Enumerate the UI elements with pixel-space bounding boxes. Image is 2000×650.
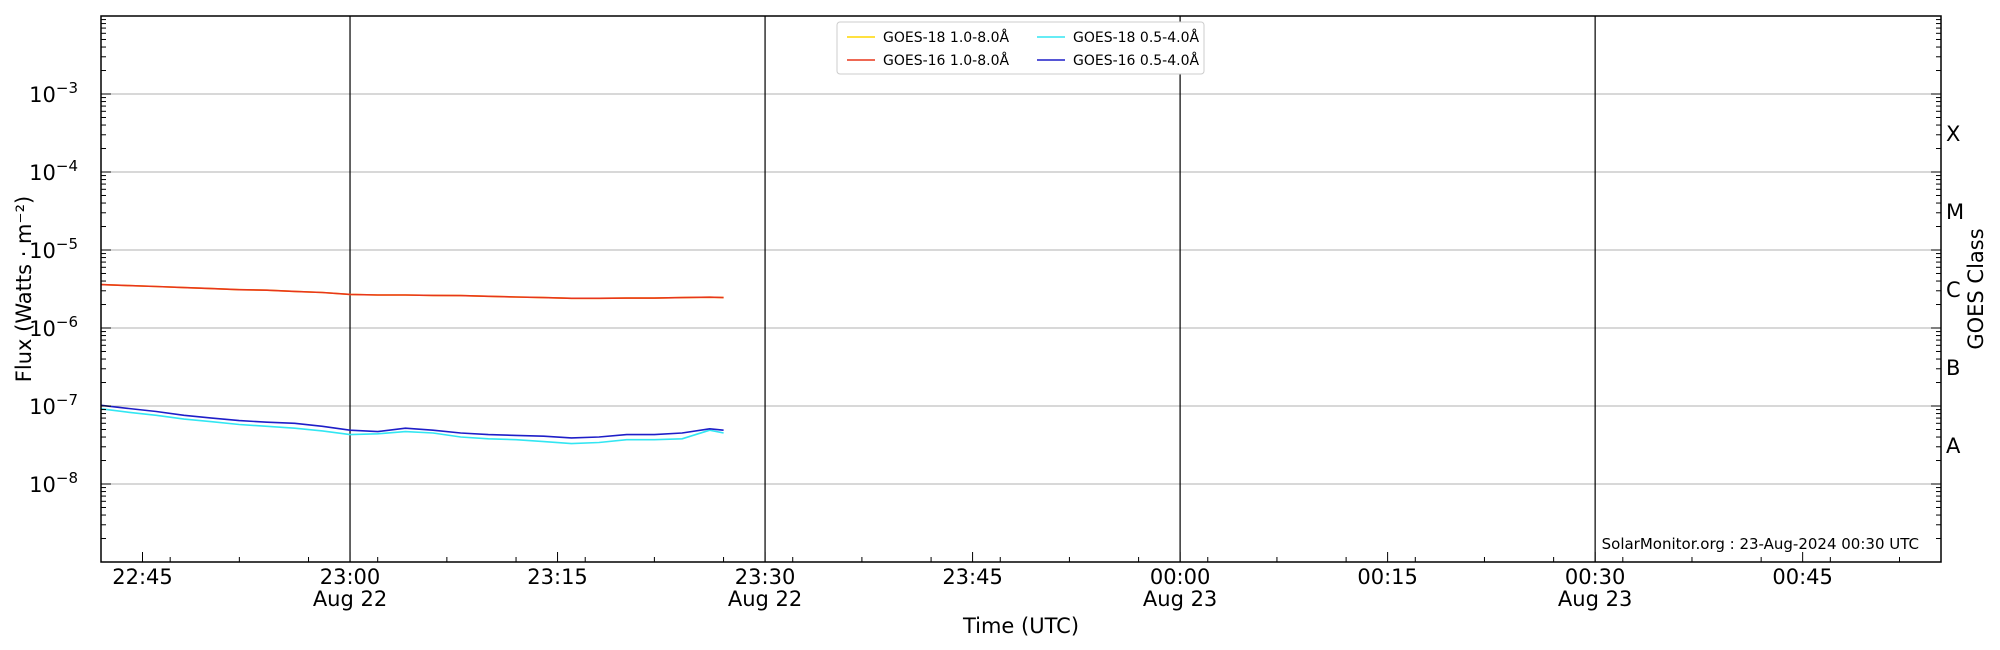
y-tick-label: 10−5: [29, 235, 78, 263]
goes-class-label: C: [1946, 278, 1961, 302]
x-axis-label: Time (UTC): [962, 614, 1079, 638]
legend-entry: GOES-18 0.5-4.0Å: [1073, 29, 1199, 46]
legend: GOES-18 1.0-8.0Å GOES-16 1.0-8.0Å GOES-18 …: [836, 21, 1205, 75]
legend-box: [836, 21, 1205, 75]
x-tick-label: 00:00: [1150, 565, 1211, 589]
y-tick-label: 10−7: [29, 391, 78, 419]
goes-class-label: B: [1946, 356, 1960, 380]
series-line-3: [100, 408, 724, 445]
legend-entry: GOES-16 1.0-8.0Å: [883, 52, 1009, 69]
credit-text: SolarMonitor.org : 23-Aug-2024 00:30 UTC: [1602, 535, 1919, 553]
x-tick-date-label: Aug 23: [1558, 587, 1632, 611]
goes-class-label: X: [1946, 122, 1960, 146]
x-tick-date-label: Aug 22: [313, 587, 387, 611]
data-series: [100, 283, 724, 445]
plot-frame: [100, 15, 1942, 563]
y2-axis-label: GOES Class: [1964, 228, 1988, 349]
series-line-2: [100, 283, 724, 300]
series-line-4: [100, 404, 724, 439]
y-tick-label: 10−6: [29, 313, 78, 341]
legend-entry: GOES-16 0.5-4.0Å: [1073, 52, 1199, 69]
x-tick-label: 23:15: [527, 565, 588, 589]
goes-class-label: M: [1946, 200, 1964, 224]
goes-class-labels: A B C M X: [1946, 122, 1964, 458]
x-tick-label: 22:45: [112, 565, 173, 589]
x-tick-label: 23:30: [735, 565, 796, 589]
x-tick-label: 00:30: [1565, 565, 1626, 589]
y-tick-label: 10−3: [29, 79, 78, 107]
x-tick-date-label: Aug 23: [1143, 587, 1217, 611]
x-tick-label: 00:45: [1772, 565, 1833, 589]
x-tick-label: 00:15: [1357, 565, 1418, 589]
x-tick-label: 23:45: [942, 565, 1003, 589]
y-axis-label: Flux (Watts · m⁻²): [12, 196, 36, 382]
legend-entry: GOES-18 1.0-8.0Å: [883, 29, 1009, 46]
y-tick-label: 10−4: [29, 157, 78, 185]
horizontal-gridlines: [101, 93, 1941, 485]
y-tick-label: 10−8: [29, 469, 78, 497]
goes-class-label: A: [1946, 434, 1961, 458]
vertical-gridlines: [349, 16, 1596, 562]
y-axis-ticks: 10−8 10−7 10−6 10−5 10−4 10−3: [29, 19, 1941, 563]
x-tick-date-label: Aug 22: [728, 587, 802, 611]
x-tick-label: 23:00: [320, 565, 381, 589]
